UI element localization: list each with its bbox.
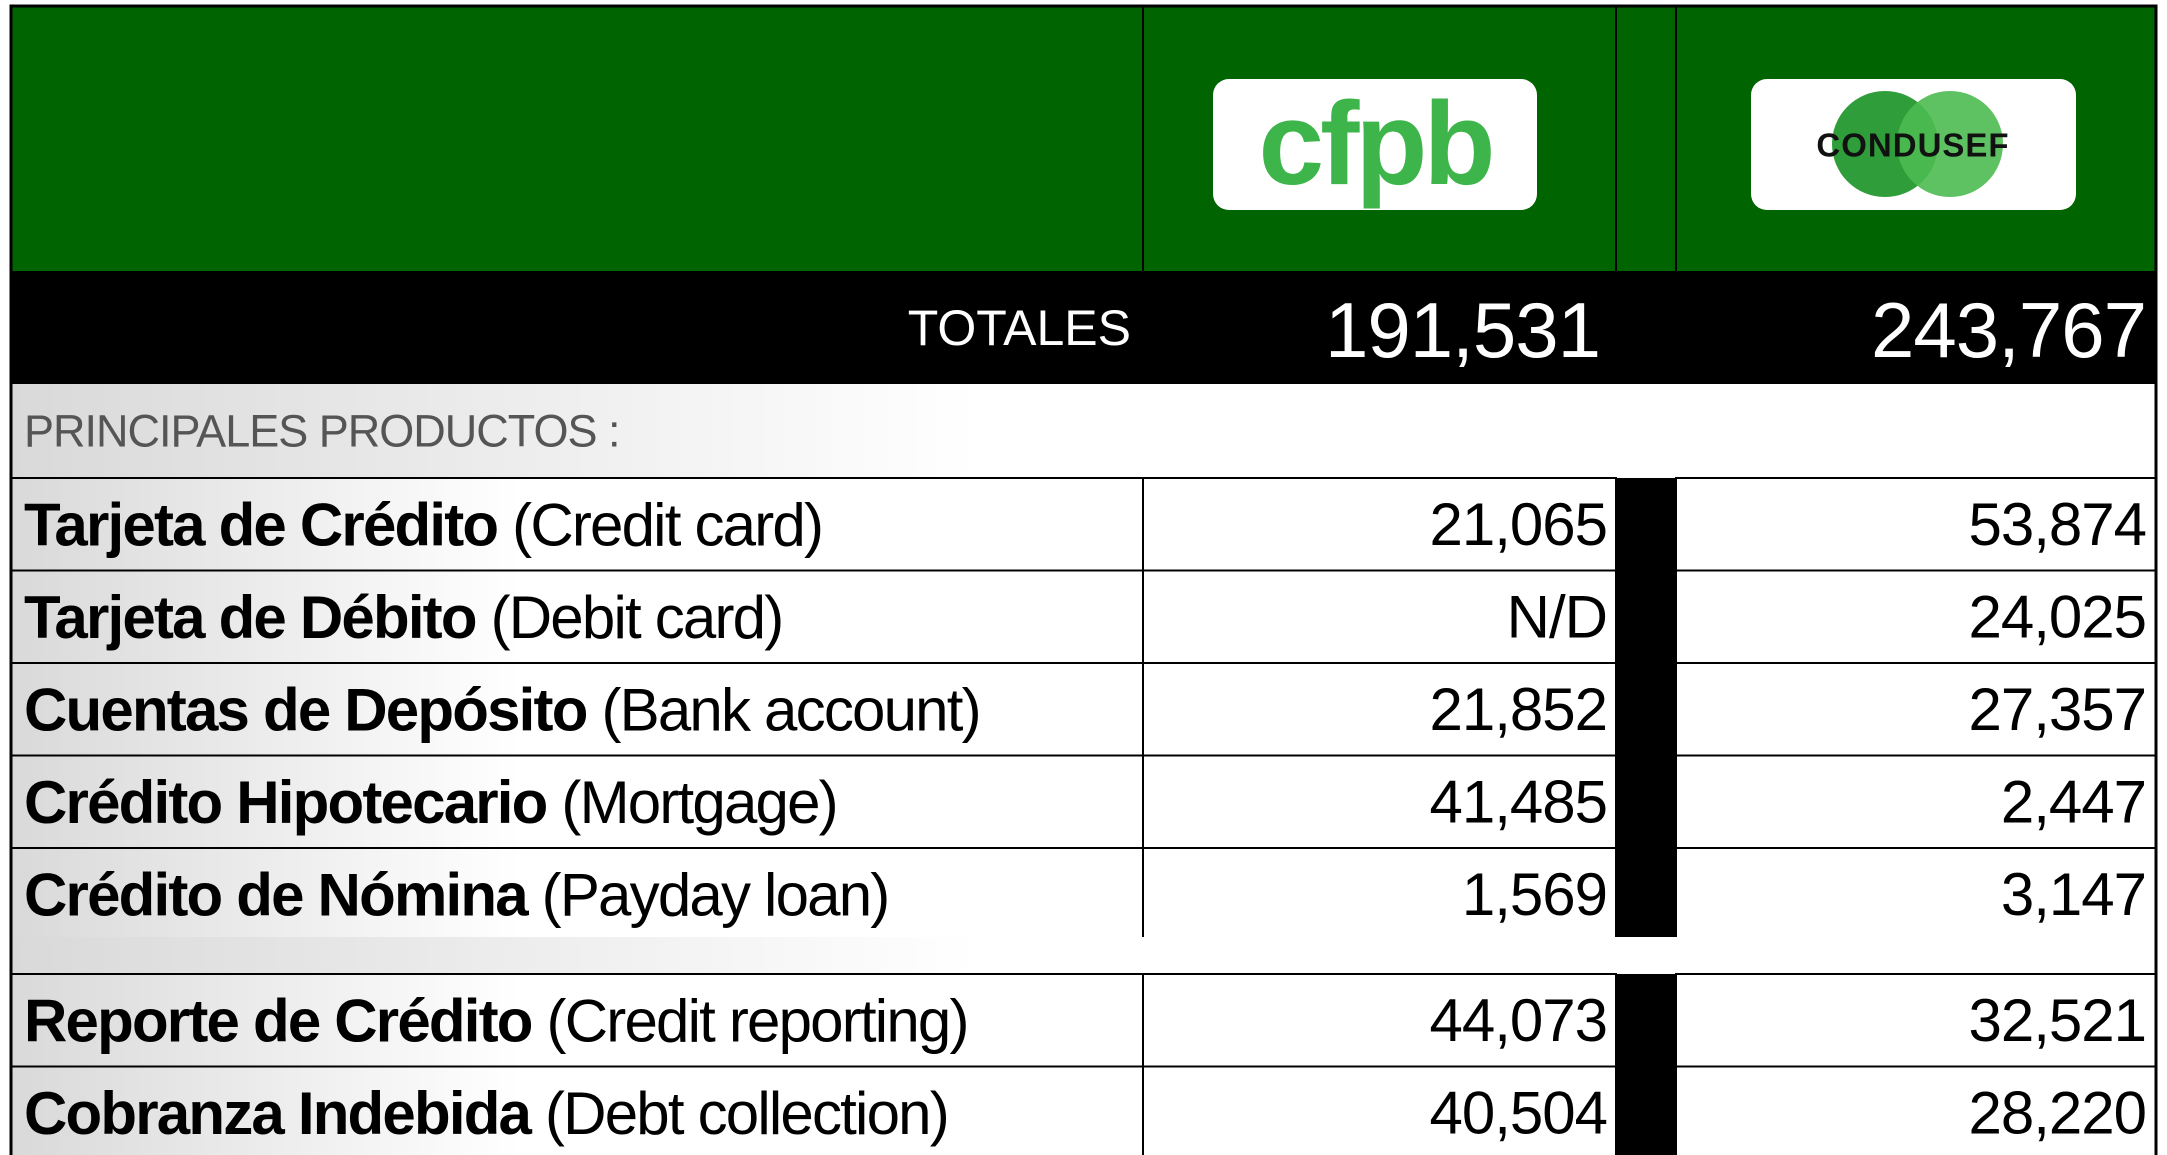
- gap-cell: [1616, 974, 1676, 1067]
- row-english: (Debt collection): [545, 1079, 948, 1146]
- row-name: Tarjeta de Crédito: [24, 491, 497, 558]
- value-cell: [1675, 754, 2157, 849]
- gap-cell: [1616, 663, 1676, 756]
- value-cell: [1675, 1065, 2157, 1155]
- label-cell: [10, 477, 1144, 572]
- gap-cell: [1616, 570, 1676, 663]
- row-english: (Credit reporting): [547, 987, 968, 1054]
- row-name: Reporte de Crédito: [24, 987, 532, 1054]
- row-label: Cuentas de Depósito (Bank account): [24, 676, 980, 743]
- row-name: Crédito Hipotecario: [24, 768, 547, 835]
- value-cell: [1142, 754, 1617, 849]
- row-label: Cobranza Indebida (Debt collection): [24, 1079, 948, 1146]
- value-cell: [1142, 973, 1617, 1068]
- row-label: Tarjeta de Crédito (Credit card): [24, 491, 822, 558]
- value-cell: [1142, 662, 1617, 757]
- label-cell: [10, 754, 1144, 849]
- condusef-value: 53,874: [1968, 491, 2146, 558]
- value-cell: [1142, 847, 1617, 942]
- gap-cell: [1616, 1066, 1676, 1155]
- row-space: [527, 861, 542, 928]
- row-space: [497, 491, 512, 558]
- logo-cfpb: cfpb: [1258, 78, 1491, 210]
- row-english: (Payday loan): [542, 861, 889, 928]
- value-cell: [1675, 477, 2157, 572]
- section-band: [11, 384, 2156, 478]
- row-label: Crédito de Nómina (Payday loan): [24, 861, 888, 928]
- row-name: Cuentas de Depósito: [24, 676, 587, 743]
- cfpb-value: 41,485: [1429, 768, 1607, 835]
- row-label: Tarjeta de Débito (Debit card): [24, 583, 782, 650]
- label-cell: [10, 662, 1144, 757]
- value-cell: [1675, 662, 2157, 757]
- row-name: Cobranza Indebida: [24, 1079, 533, 1146]
- row-space: [476, 583, 491, 650]
- row-space: [587, 676, 602, 743]
- cfpb-value: 44,073: [1429, 987, 1607, 1054]
- row-name: Tarjeta de Débito: [24, 583, 476, 650]
- row-label: Reporte de Crédito (Credit reporting): [24, 987, 968, 1054]
- gap-cell: [1616, 848, 1676, 941]
- cfpb-value: 21,065: [1429, 491, 1607, 558]
- totals-band: [11, 271, 2156, 384]
- condusef-value: 2,447: [2001, 768, 2146, 835]
- value-cell: [1142, 1065, 1617, 1155]
- rows: Tarjeta de Crédito (Credit card) 21,065 53…: [10, 477, 2157, 1155]
- gap-cell: [1616, 755, 1676, 848]
- condusef-value: 3,147: [2001, 861, 2146, 928]
- outer-border: [9, 4, 2158, 1155]
- row-name: Crédito de Nómina: [24, 861, 529, 928]
- cfpb-value: 1,569: [1462, 861, 1607, 928]
- logo-box: [1213, 79, 1537, 210]
- logo-condusef: CONDUSEF: [1816, 127, 2009, 164]
- label-cell: [10, 973, 1144, 1068]
- logo-circle: [1897, 91, 2003, 197]
- totals-label: TOTALES: [908, 300, 1131, 356]
- value-cell: [1675, 847, 2157, 942]
- row-english: (Credit card): [512, 491, 822, 558]
- row-english: (Debit card): [491, 583, 783, 650]
- condusef-value: 27,357: [1968, 676, 2146, 743]
- row-space: [530, 1079, 545, 1146]
- value-cell: [1142, 569, 1617, 664]
- condusef-value: 28,220: [1968, 1079, 2146, 1146]
- row-space: [532, 987, 547, 1054]
- cfpb-value: 21,852: [1429, 676, 1607, 743]
- value-cell: [1675, 973, 2157, 1068]
- row-label: Crédito Hipotecario (Mortgage): [24, 768, 837, 835]
- cfpb-value: 40,504: [1429, 1079, 1607, 1146]
- condusef-value: 32,521: [1968, 987, 2146, 1054]
- condusef-value: 24,025: [1968, 583, 2146, 650]
- gap-cell: [1616, 478, 1676, 571]
- row-english: (Bank account): [601, 676, 979, 743]
- total-value: 191,531: [1325, 286, 1600, 374]
- row-space: [547, 768, 562, 835]
- cfpb-value: N/D: [1507, 583, 1607, 650]
- row-english: (Mortgage): [561, 768, 836, 835]
- spacer-row: [11, 937, 2156, 974]
- section-label: PRINCIPALES PRODUCTOS :: [24, 406, 619, 457]
- total-value: 243,767: [1871, 286, 2146, 374]
